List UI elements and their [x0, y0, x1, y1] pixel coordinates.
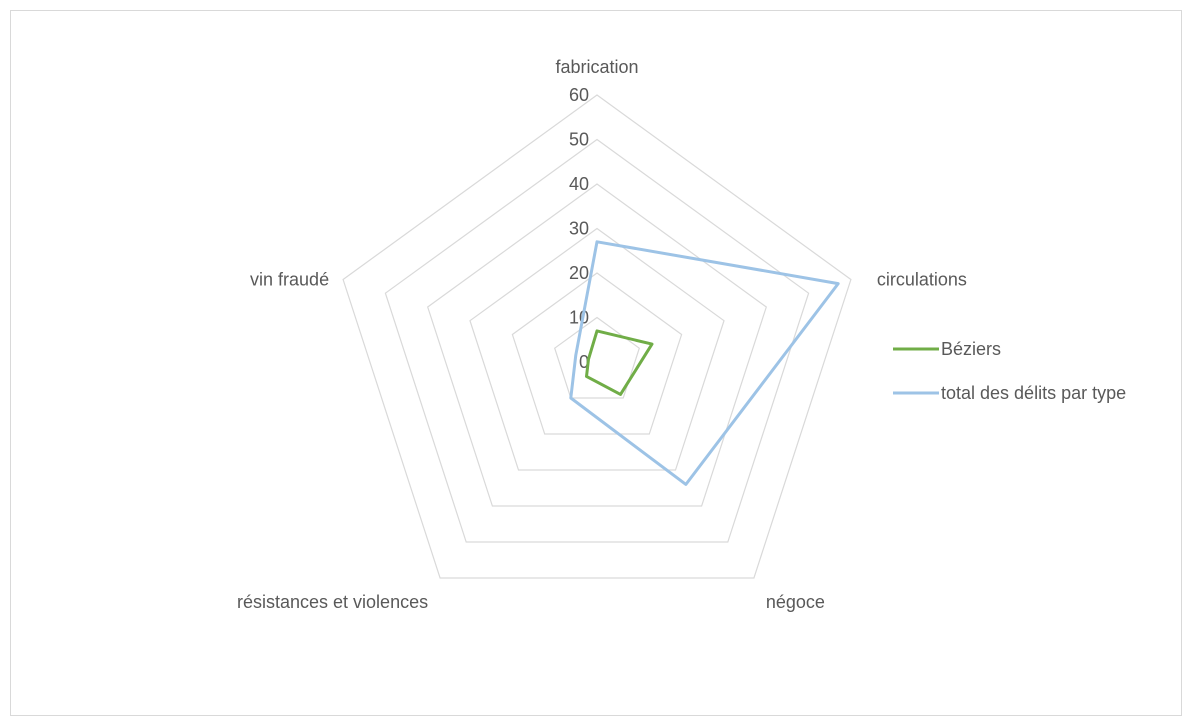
legend: Béziers total des délits par type — [893, 339, 1126, 403]
tick-label: 20 — [569, 263, 589, 283]
tick-label: 0 — [579, 352, 589, 372]
category-label: vin fraudé — [250, 270, 329, 290]
tick-label: 60 — [569, 85, 589, 105]
series-group — [569, 240, 840, 486]
tick-label: 30 — [569, 219, 589, 239]
legend-label: Béziers — [941, 339, 1001, 359]
category-labels: fabrication circulations négoce résistances… — [237, 57, 967, 612]
radial-tick-labels: 0 10 20 30 40 50 60 — [569, 85, 589, 372]
tick-label: 50 — [569, 130, 589, 150]
tick-label: 10 — [569, 308, 589, 328]
grid-ring-40 — [426, 183, 768, 507]
grid-ring-50 — [384, 138, 810, 543]
legend-label: total des délits par type — [941, 383, 1126, 403]
series-line — [585, 329, 654, 396]
series-line — [569, 240, 840, 486]
category-label: circulations — [877, 270, 967, 290]
radar-chart: fabrication circulations négoce résistances… — [237, 57, 1126, 612]
radar-grid — [342, 94, 852, 579]
grid-ring-60 — [342, 94, 852, 579]
category-label: résistances et violences — [237, 592, 428, 612]
grid-ring-30 — [469, 227, 725, 471]
chart-frame: fabrication circulations négoce résistances… — [10, 10, 1182, 716]
grid-ring-10 — [553, 316, 641, 399]
category-label: fabrication — [555, 57, 638, 77]
tick-label: 40 — [569, 174, 589, 194]
category-label: négoce — [766, 592, 825, 612]
grid-ring-20 — [511, 272, 683, 435]
